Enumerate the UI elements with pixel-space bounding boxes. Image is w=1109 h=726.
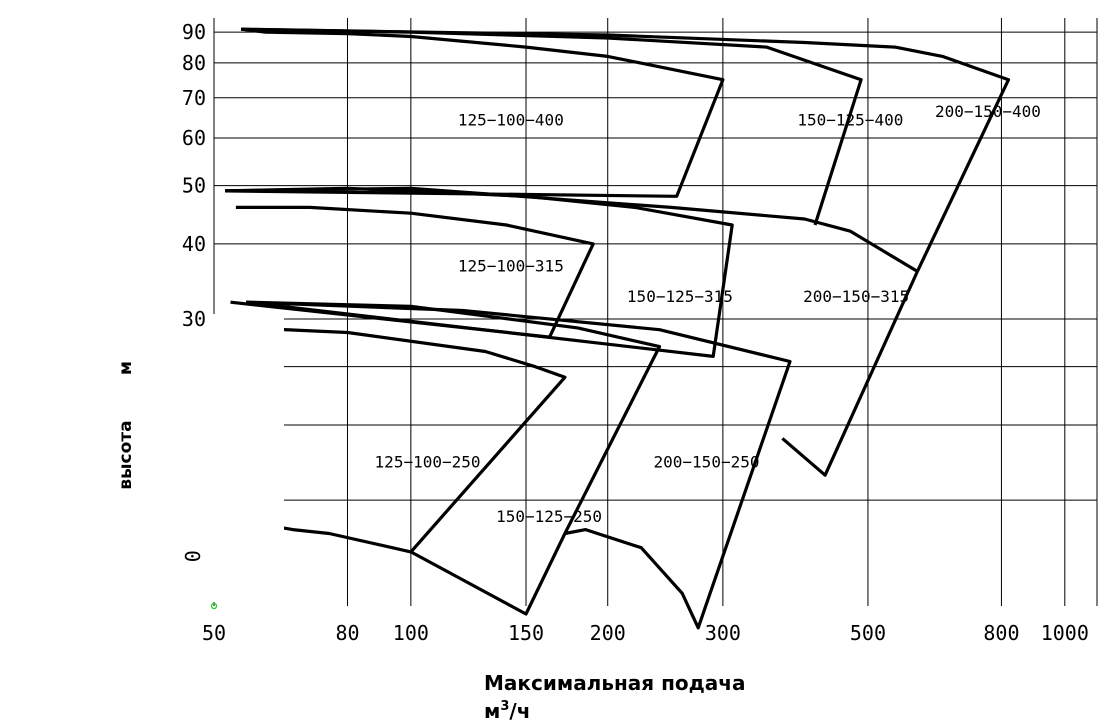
x-axis-unit-base: м bbox=[484, 699, 500, 723]
zone-label-125-100-400: 125−100−400 bbox=[458, 110, 564, 129]
x-tick-label-500: 500 bbox=[850, 621, 886, 645]
zone-outline-125-100-250 bbox=[224, 326, 567, 554]
zone-outline-150-125-250 bbox=[246, 300, 662, 616]
x-tick-label-200: 200 bbox=[590, 621, 626, 645]
y-axis-title: высота bbox=[116, 420, 136, 489]
zone-outline-125-100-400 bbox=[225, 27, 725, 198]
x-axis-unit: м3/ч bbox=[484, 699, 530, 723]
y-axis-unit: м bbox=[116, 361, 136, 375]
y-tick-label-90: 90 bbox=[182, 20, 206, 44]
zone-outline-200-150-400 bbox=[241, 27, 1011, 273]
zone-labels: 125−100−400 150−125−400 200−150−400 125−100… bbox=[375, 102, 1041, 526]
zone-label-200-150-400: 200−150−400 bbox=[935, 102, 1041, 121]
zone-label-150-125-250: 150−125−250 bbox=[496, 507, 602, 526]
zone-label-200-150-315: 200−150−315 bbox=[803, 287, 909, 306]
x-tick-label-300: 300 bbox=[705, 621, 741, 645]
y-tick-label-70: 70 bbox=[182, 86, 206, 110]
y-tick-label-80: 80 bbox=[182, 51, 206, 75]
y-tick-label-stray: 0 bbox=[181, 550, 205, 562]
x-tick-label-50: 50 bbox=[202, 621, 226, 645]
x-tick-label-100: 100 bbox=[393, 621, 429, 645]
left-mask-panel bbox=[200, 314, 284, 602]
zone-outline-200-150-250 bbox=[246, 300, 792, 630]
zone-label-150-125-400: 150−125−400 bbox=[797, 110, 903, 129]
y-tick-label-50: 50 bbox=[182, 174, 206, 198]
x-axis-unit-tail: /ч bbox=[509, 699, 530, 723]
x-tick-label-800: 800 bbox=[983, 621, 1019, 645]
white-mask bbox=[200, 314, 284, 602]
x-axis-unit-sup: 3 bbox=[500, 699, 509, 714]
x-tick-label-1000: 1000 bbox=[1041, 621, 1089, 645]
zone-label-200-150-250: 200−150−250 bbox=[654, 452, 760, 471]
x-axis-title: Максимальная подача bbox=[484, 671, 746, 695]
zone-label-125-100-315: 125−100−315 bbox=[458, 256, 564, 275]
y-tick-label-60: 60 bbox=[182, 126, 206, 150]
y-tick-label-40: 40 bbox=[182, 232, 206, 256]
grid bbox=[213, 18, 1098, 606]
zone-outline-200-150-315 bbox=[225, 186, 920, 477]
y-tick-label-30: 30 bbox=[182, 307, 206, 331]
axis-ticks: 50 80 100 150 200 300 500 800 1000 30 40 50 60 70 80 90… bbox=[181, 20, 1089, 645]
zone-label-125-100-250: 125−100−250 bbox=[375, 452, 481, 471]
pump-zones bbox=[224, 27, 1011, 630]
origin-marker bbox=[210, 602, 218, 610]
x-tick-label-80: 80 bbox=[335, 621, 359, 645]
zone-label-150-125-315: 150−125−315 bbox=[627, 287, 733, 306]
x-tick-label-150: 150 bbox=[508, 621, 544, 645]
